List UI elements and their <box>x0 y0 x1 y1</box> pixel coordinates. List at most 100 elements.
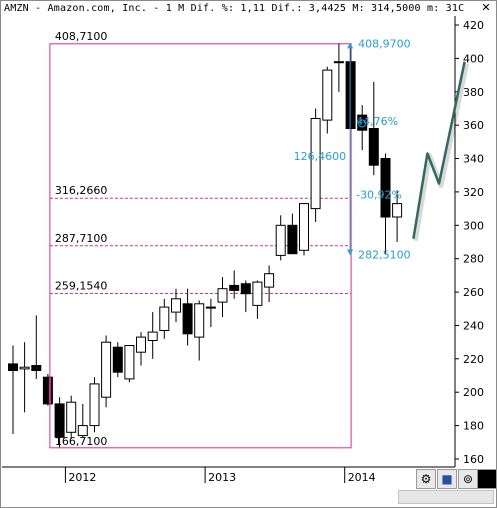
candle-up <box>136 332 146 366</box>
candle-body <box>310 118 321 210</box>
save-icon[interactable]: ■ <box>437 469 457 489</box>
measure-high-label: 408,9700 <box>358 37 411 50</box>
candle-up <box>159 298 170 339</box>
measure-layer: 408,9700 282,5100 126,4600 44,76% -30,92% <box>294 37 411 261</box>
candle-up <box>205 298 216 328</box>
candle-body <box>182 303 193 335</box>
candle-up <box>171 288 181 323</box>
candle-down <box>380 153 391 255</box>
x-tick-label: 2014 <box>348 471 376 484</box>
candle-down <box>54 397 65 448</box>
y-tick-label: 280 <box>463 253 484 266</box>
candle-up <box>264 265 275 303</box>
candle-body <box>31 365 42 371</box>
y-tick-label: 260 <box>463 286 484 299</box>
candle-down <box>287 213 298 255</box>
channel-level-label: 287,7100 <box>55 232 108 245</box>
candle-down <box>31 315 42 379</box>
candle-down <box>368 81 379 176</box>
forecast-layer <box>412 61 470 242</box>
axes-layer: 160 180 200 220 240 260 280 300 320 340 360 380 400 4… <box>2 16 484 484</box>
candle-up <box>101 335 112 408</box>
candle-body <box>112 346 123 373</box>
measure-anchor-icon <box>358 119 367 128</box>
candle-up <box>310 108 321 222</box>
measure-range-label: 126,4600 <box>294 150 347 163</box>
settings-icon[interactable]: ⚙ <box>416 469 436 489</box>
candle-body <box>380 158 391 218</box>
candle-body <box>252 281 263 306</box>
candle-body <box>124 345 135 380</box>
candle-body <box>77 425 88 437</box>
candles-layer <box>8 43 403 448</box>
channel-level-label: 316,2660 <box>55 184 108 197</box>
candle-down <box>229 270 240 299</box>
candle-down <box>357 105 368 151</box>
candle-up <box>66 395 77 439</box>
y-tick-label: 240 <box>463 320 484 333</box>
candle-up <box>217 277 228 318</box>
candle-body <box>194 303 205 338</box>
candle-body <box>229 284 240 291</box>
candle-body <box>205 306 216 309</box>
candle-body <box>217 288 228 303</box>
y-tick-label: 300 <box>463 219 484 232</box>
y-tick-label: 220 <box>463 353 484 366</box>
candle-body <box>54 403 65 438</box>
measure-low-label: 282,5100 <box>358 249 411 262</box>
candle-up <box>19 342 30 413</box>
measure-pct-up-label: 44,76% <box>356 115 398 128</box>
candle-body <box>101 341 112 398</box>
candle-body <box>368 128 379 166</box>
candle-up <box>124 345 135 383</box>
candle-body <box>8 363 18 371</box>
candle-body <box>392 203 403 218</box>
candle-down <box>182 288 193 346</box>
y-tick-label: 420 <box>463 19 484 32</box>
candle-up <box>252 280 263 319</box>
candle-body <box>357 114 368 131</box>
pin-icon[interactable]: ⊚ <box>458 469 478 489</box>
candle-body <box>333 61 344 64</box>
forecast-path <box>412 61 466 239</box>
labels-layer: 408,7100 316,2660 287,7100 259,1540 166,7100 <box>55 30 108 448</box>
candle-down <box>8 345 18 434</box>
y-tick-label: 360 <box>463 119 484 132</box>
channel-level-label: 259,1540 <box>55 280 108 293</box>
y-tick-label: 400 <box>463 52 484 65</box>
candle-body <box>240 283 251 295</box>
y-tick-label: 200 <box>463 386 484 399</box>
y-tick-label: 160 <box>463 453 484 466</box>
channel-level-label: 166,7100 <box>55 435 108 448</box>
candle-up <box>322 66 333 134</box>
measure-arrow-down <box>347 249 354 256</box>
candle-down <box>240 280 251 313</box>
candle-up <box>147 312 158 359</box>
horizontal-scrollbar[interactable] <box>398 490 494 504</box>
candle-up <box>194 300 205 361</box>
candle-body <box>19 366 30 370</box>
x-tick-label: 2013 <box>208 471 236 484</box>
candle-down <box>112 342 123 378</box>
candle-up <box>89 377 100 433</box>
candle-body <box>171 298 181 313</box>
candle-up <box>333 43 344 92</box>
candle-body <box>287 224 298 255</box>
candle-up <box>275 215 286 261</box>
candle-body <box>136 336 146 353</box>
x-tick-label: 2012 <box>68 471 96 484</box>
candle-body <box>299 203 309 251</box>
candle-up <box>77 403 88 438</box>
close-icon[interactable]: ✕ <box>481 1 491 14</box>
candle-body <box>147 331 158 342</box>
y-tick-label: 340 <box>463 153 484 166</box>
chart-title: AMZN - Amazon.com, Inc. - 1 M Dif. %: 1,… <box>4 3 465 14</box>
measure-arrow-up <box>347 42 354 49</box>
y-tick-label: 180 <box>463 420 484 433</box>
candle-body <box>89 383 100 427</box>
candle-down <box>42 373 53 406</box>
color-swatch-icon[interactable] <box>477 469 497 489</box>
candle-body <box>275 224 286 256</box>
measure-pct-down-label: -30,92% <box>356 189 402 202</box>
